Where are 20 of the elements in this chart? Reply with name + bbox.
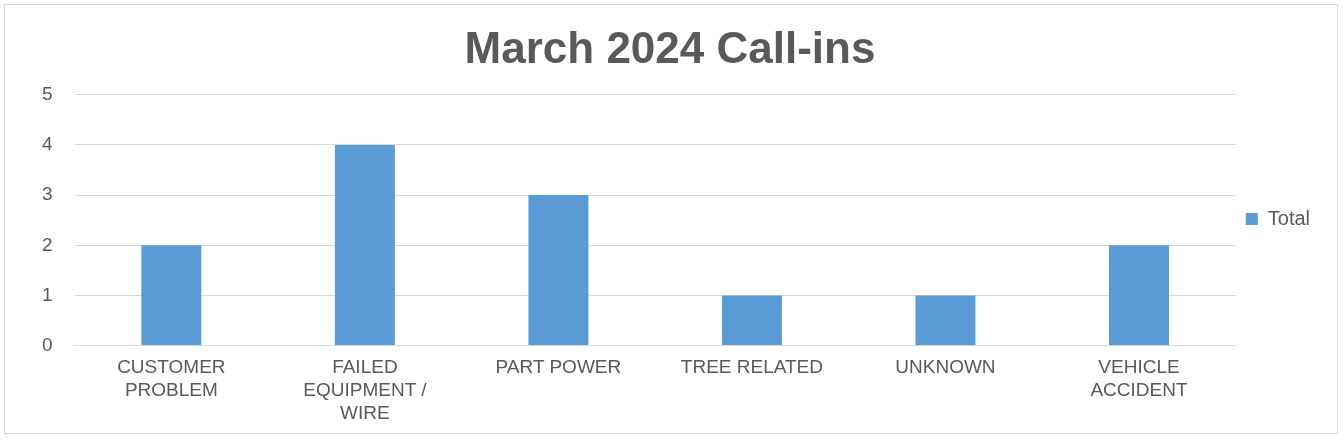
y-tick-label: 1 [41, 283, 53, 305]
bar [528, 195, 589, 346]
x-tick-label: UNKNOWN [895, 356, 996, 378]
x-tick-label: FAILED EQUIPMENT / WIRE [303, 356, 428, 423]
legend-label: Total [1267, 206, 1310, 229]
y-tick-label: 0 [41, 333, 53, 355]
y-tick-label: 3 [41, 183, 53, 205]
x-tick-label: VEHICLE ACCIDENT [1090, 356, 1188, 401]
x-tick-label: CUSTOMER PROBLEM [117, 356, 226, 401]
bar [1108, 245, 1169, 346]
bar [721, 295, 782, 346]
y-tick-label: 4 [41, 133, 53, 155]
bar [141, 245, 202, 346]
bar [915, 295, 976, 346]
x-tick-label: TREE RELATED [680, 356, 824, 378]
y-tick-label: 2 [41, 233, 53, 255]
chart-title: March 2024 Call-ins [464, 22, 876, 72]
x-tick-label: PART POWER [495, 356, 622, 378]
y-tick-label: 5 [41, 83, 53, 105]
bar [334, 144, 395, 346]
